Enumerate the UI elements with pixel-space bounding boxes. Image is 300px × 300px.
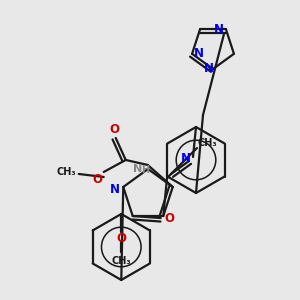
- Text: N: N: [181, 152, 191, 166]
- Text: N: N: [110, 184, 120, 196]
- Text: N: N: [214, 23, 224, 36]
- Text: CH₃: CH₃: [112, 256, 131, 266]
- Text: N: N: [194, 47, 204, 60]
- Text: CH₃: CH₃: [197, 138, 217, 148]
- Text: O: O: [165, 212, 175, 224]
- Text: H: H: [141, 165, 149, 175]
- Text: CH₃: CH₃: [57, 167, 76, 177]
- Text: O: O: [110, 124, 120, 136]
- Text: N: N: [134, 164, 142, 174]
- Text: O: O: [116, 232, 126, 245]
- Text: N: N: [204, 61, 214, 74]
- Text: O: O: [93, 173, 103, 187]
